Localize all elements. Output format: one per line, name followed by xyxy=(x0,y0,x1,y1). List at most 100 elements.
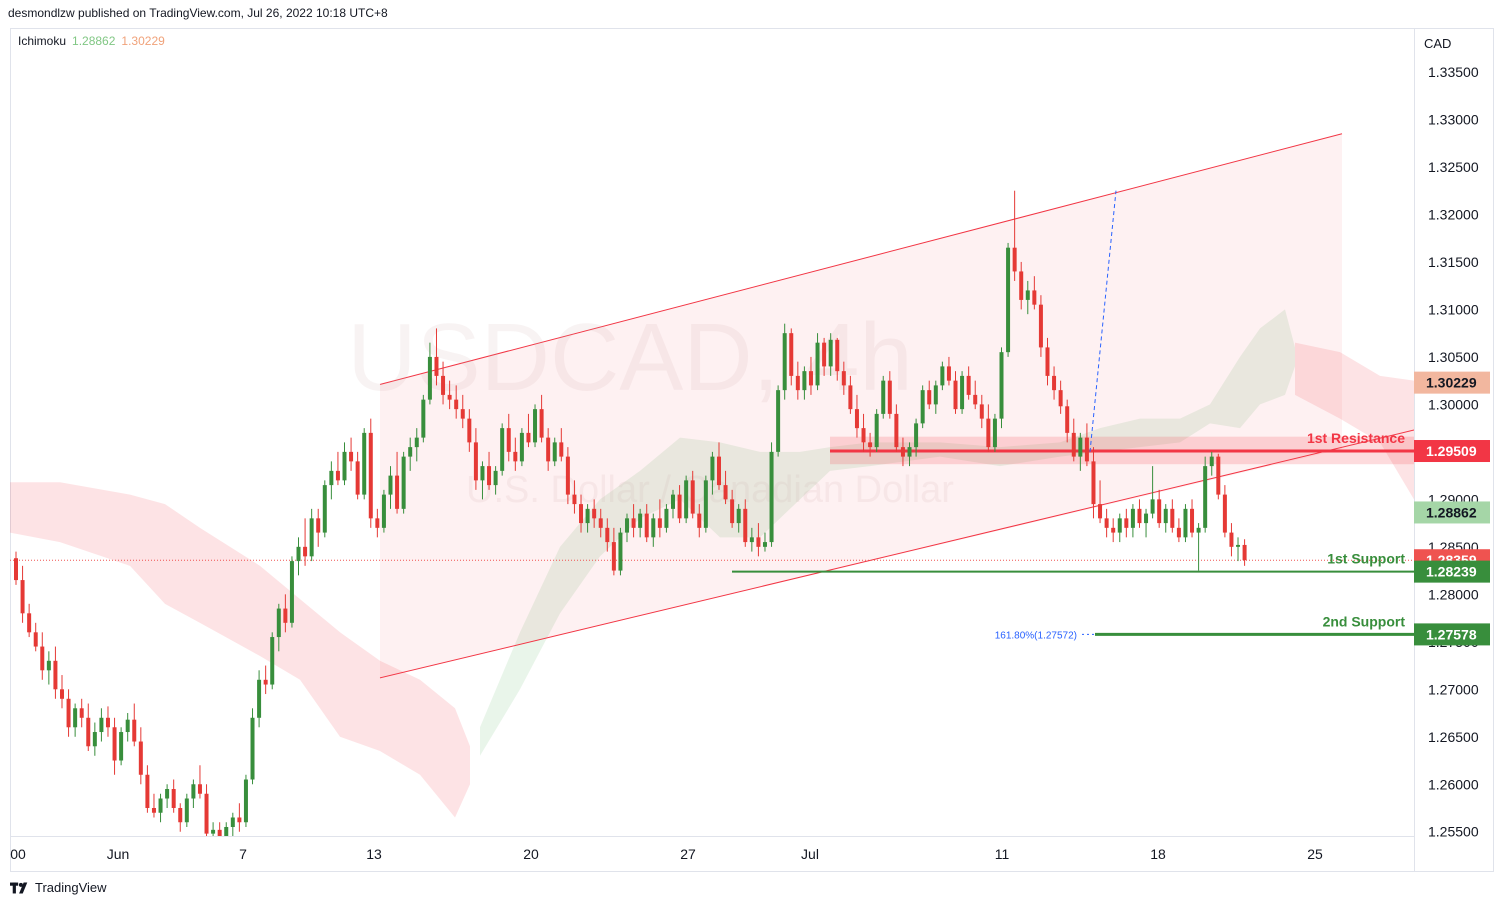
candle xyxy=(730,489,735,528)
candle xyxy=(289,556,294,628)
candle xyxy=(776,385,781,457)
candle xyxy=(664,504,669,533)
candle-body xyxy=(132,719,137,742)
candle xyxy=(375,508,380,538)
candle xyxy=(191,779,196,808)
candle xyxy=(1117,513,1122,543)
candle xyxy=(165,784,170,808)
candle xyxy=(927,380,932,410)
candle-body xyxy=(1071,432,1076,457)
candle-body xyxy=(533,409,538,443)
candle-body xyxy=(487,466,492,486)
candle-body xyxy=(14,558,18,581)
candle xyxy=(349,437,354,471)
candle xyxy=(59,675,64,709)
candle-body xyxy=(730,499,735,524)
candle-body xyxy=(907,447,912,457)
candle xyxy=(519,428,524,467)
candle-body xyxy=(53,660,58,690)
candle xyxy=(887,371,892,419)
candle xyxy=(644,504,649,543)
candle xyxy=(848,375,853,414)
candle xyxy=(881,375,886,419)
candle xyxy=(1216,453,1221,500)
candle-body xyxy=(151,808,156,813)
candle-body xyxy=(769,451,774,543)
candle-body xyxy=(20,580,25,614)
candle xyxy=(86,703,91,752)
time-axis[interactable] xyxy=(10,836,1414,872)
candle-body xyxy=(605,527,610,543)
candle xyxy=(99,708,104,742)
candle xyxy=(500,423,505,476)
candle-body xyxy=(40,646,45,671)
candle-body xyxy=(1170,508,1175,528)
candle xyxy=(243,774,248,827)
candle xyxy=(546,428,551,471)
candle-body xyxy=(953,380,958,410)
candle-body xyxy=(802,371,807,391)
footer-brand[interactable]: TradingView xyxy=(10,880,107,895)
candle xyxy=(329,461,334,500)
candle-body xyxy=(165,789,170,799)
candle-body xyxy=(723,485,728,500)
candle-body xyxy=(1150,499,1155,514)
candle xyxy=(276,603,281,652)
candle-body xyxy=(1084,437,1089,462)
candle xyxy=(421,394,426,443)
candle-body xyxy=(1006,247,1011,353)
candle-body xyxy=(776,390,781,452)
candle-body xyxy=(1091,461,1096,505)
candle xyxy=(119,727,124,766)
candle xyxy=(841,361,846,395)
candle-body xyxy=(1124,518,1129,528)
candle-body xyxy=(611,542,616,571)
candle xyxy=(487,451,492,490)
candle xyxy=(283,594,288,633)
candle-body xyxy=(966,375,971,395)
candle-body xyxy=(854,409,859,429)
candle-body xyxy=(388,475,393,495)
candle-body xyxy=(309,518,314,557)
candle xyxy=(447,380,452,410)
x-tick-label: Jun xyxy=(107,846,130,862)
candle xyxy=(559,428,564,462)
candle xyxy=(145,765,150,813)
candle-body xyxy=(1104,518,1109,528)
candle-body xyxy=(986,418,991,448)
candle xyxy=(808,356,813,395)
candle-body xyxy=(178,808,183,823)
candle-body xyxy=(1019,271,1024,300)
price-label: 1.28862 xyxy=(1414,501,1490,524)
plot-area: USDCAD, 4h U.S. Dollar / Canadian Dollar xyxy=(10,133,1414,836)
candle-body xyxy=(467,418,472,443)
candle-body xyxy=(105,717,110,728)
candle-body xyxy=(342,451,347,481)
price-label-box xyxy=(1414,440,1490,463)
candle-body xyxy=(480,466,485,481)
candle xyxy=(1025,280,1030,315)
candle-body xyxy=(335,470,340,481)
candle-body xyxy=(684,480,689,519)
candle xyxy=(1130,504,1135,538)
candle xyxy=(618,527,623,576)
candle-body xyxy=(638,513,643,528)
x-tick-label: 27 xyxy=(680,846,696,862)
level-label: 1st Support xyxy=(1327,551,1405,567)
indicator-legend[interactable]: Ichimoku 1.28862 1.30229 xyxy=(18,34,165,48)
candle xyxy=(1183,504,1188,543)
candle xyxy=(585,504,590,533)
candle xyxy=(362,428,367,500)
candle xyxy=(414,428,419,462)
chart-pane[interactable] xyxy=(10,28,1415,836)
candle-body xyxy=(500,428,505,471)
x-tick-label: 00 xyxy=(10,846,26,862)
candle xyxy=(789,328,794,386)
candle xyxy=(592,499,597,528)
candle-body xyxy=(841,371,846,386)
y-tick-label: 1.33000 xyxy=(1428,111,1479,127)
candle xyxy=(355,451,360,500)
candle xyxy=(263,665,268,695)
candle xyxy=(946,356,951,386)
